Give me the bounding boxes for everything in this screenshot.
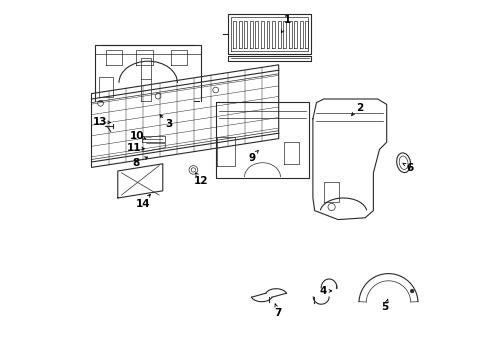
Text: 3: 3 <box>165 119 172 129</box>
Text: 10: 10 <box>130 131 144 141</box>
Text: 4: 4 <box>319 286 326 296</box>
Text: 1: 1 <box>284 15 291 25</box>
Text: 13: 13 <box>92 117 107 127</box>
Text: 9: 9 <box>247 153 255 163</box>
Text: 8: 8 <box>133 158 140 168</box>
Text: 7: 7 <box>274 308 281 318</box>
Text: 2: 2 <box>355 103 363 113</box>
Text: 5: 5 <box>381 302 388 312</box>
Text: 11: 11 <box>126 143 141 153</box>
Text: 14: 14 <box>135 199 150 210</box>
Text: 12: 12 <box>194 176 208 186</box>
Circle shape <box>409 289 413 293</box>
Text: 6: 6 <box>406 163 413 174</box>
